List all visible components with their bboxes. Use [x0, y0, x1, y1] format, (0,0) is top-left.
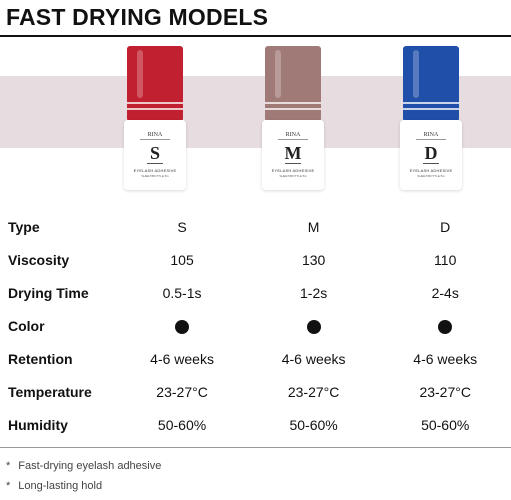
spec-value: 0.5-1s [162, 284, 202, 301]
spec-label: Humidity [8, 416, 68, 433]
spec-value: 50-60% [289, 416, 338, 433]
brand-logo: RINA [285, 132, 301, 138]
spec-label: Temperature [8, 383, 92, 400]
spec-label: Retention [8, 350, 73, 367]
spec-value: 105 [170, 251, 194, 268]
bottle-cap [265, 46, 321, 120]
spec-row-retention: Retention 4-6 weeks 4-6 weeks 4-6 weeks [0, 342, 511, 375]
brand-logo: RINA [147, 132, 163, 138]
spec-value: S [177, 218, 187, 235]
note-item: * Long-lasting hold [6, 480, 161, 500]
bottle-label: EYELASH ADHESIVE [409, 168, 453, 173]
color-swatch-icon [175, 319, 190, 334]
bottle-body: RINA D EYELASH ADHESIVE SHEET/BOTTLE 5G [400, 120, 462, 190]
spec-row-humidity: Humidity 50-60% 50-60% 50-60% [0, 408, 511, 441]
spec-value: 4-6 weeks [413, 350, 478, 367]
bottle-small-print: SHEET/BOTTLE 5G [279, 174, 307, 178]
spec-value: 110 [434, 251, 457, 268]
spec-label: Drying Time [8, 284, 89, 301]
spec-row-drying-time: Drying Time 0.5-1s 1-2s 2-4s [0, 276, 511, 309]
product-image-d: RINA D EYELASH ADHESIVE SHEET/BOTTLE 5G [400, 46, 462, 190]
bottle-body: RINA S EYELASH ADHESIVE SHEET/BOTTLE 5G [124, 120, 186, 190]
product-image-m: RINA M EYELASH ADHESIVE SHEET/BOTTLE 5G [262, 46, 324, 190]
spec-value: 23-27°C [156, 383, 208, 400]
specs-table: Type S M D Viscosity 105 130 110 Drying … [0, 210, 511, 441]
spec-value: 4-6 weeks [150, 350, 214, 367]
brand-logo: RINA [423, 132, 439, 138]
spec-value: 1-2s [300, 284, 328, 301]
note-item: * Fast-drying eyelash adhesive [6, 460, 161, 480]
spec-value: 50-60% [421, 416, 470, 433]
bottle-body: RINA M EYELASH ADHESIVE SHEET/BOTTLE 5G [262, 120, 324, 190]
color-swatch-icon [438, 319, 453, 334]
spec-label: Type [8, 218, 40, 235]
note-text: Fast-drying eyelash adhesive [18, 460, 162, 472]
bottle-letter: S [149, 143, 160, 163]
bottle-letter: D [424, 143, 438, 163]
spec-value: 50-60% [157, 416, 207, 433]
bottle-label: EYELASH ADHESIVE [133, 168, 177, 173]
spec-label: Viscosity [8, 251, 70, 268]
bottle-label: EYELASH ADHESIVE [271, 168, 315, 173]
bottle-small-print: SHEET/BOTTLE 5G [141, 174, 169, 178]
note-marker: * [6, 460, 11, 472]
spec-row-color: Color [0, 309, 511, 342]
spec-value: 2-4s [431, 284, 459, 301]
bottle-letter: M [284, 143, 302, 163]
spec-label: Color [8, 317, 45, 334]
page-title: FAST DRYING MODELS [6, 4, 269, 30]
bottle-cap [127, 46, 183, 120]
spec-row-viscosity: Viscosity 105 130 110 [0, 243, 511, 276]
color-swatch-icon [306, 319, 321, 334]
spec-row-temperature: Temperature 23-27°C 23-27°C 23-27°C [0, 375, 511, 408]
spec-value: 23-27°C [419, 383, 471, 400]
bottle-cap [403, 46, 459, 120]
spec-value: 4-6 weeks [281, 350, 346, 367]
product-image-s: RINA S EYELASH ADHESIVE SHEET/BOTTLE 5G [124, 46, 186, 190]
note-text: Long-lasting hold [18, 480, 103, 492]
notes-list: * Fast-drying eyelash adhesive * Long-last… [6, 460, 161, 500]
notes-divider [0, 447, 511, 448]
bottle-small-print: SHEET/BOTTLE 5G [417, 174, 445, 178]
note-marker: * [6, 480, 11, 492]
title-divider [0, 35, 511, 37]
spec-value: M [307, 218, 320, 235]
spec-row-type: Type S M D [0, 210, 511, 243]
spec-value: 23-27°C [287, 383, 340, 400]
spec-value: D [440, 218, 451, 235]
spec-value: 130 [301, 251, 326, 268]
